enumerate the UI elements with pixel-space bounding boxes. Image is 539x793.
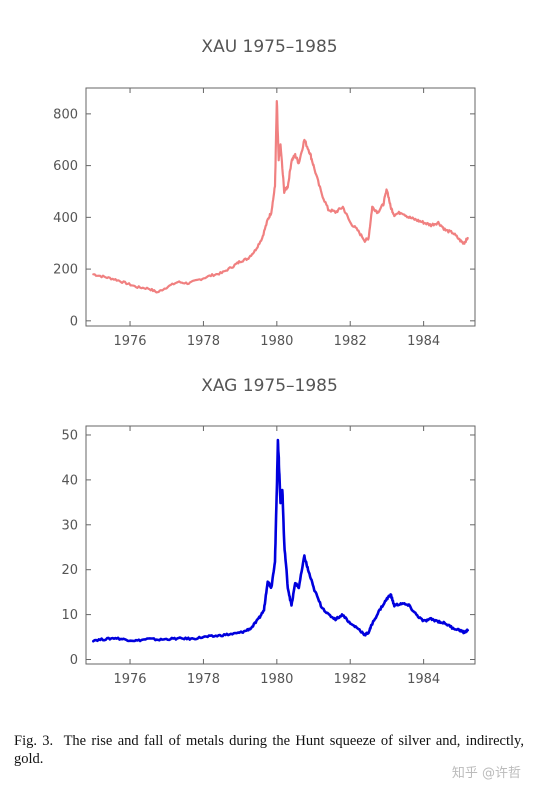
y-tick-label: 600 [53,159,78,174]
x-tick-label: 1982 [334,334,367,349]
x-tick-label: 1980 [260,672,293,687]
y-tick-label: 800 [53,107,78,122]
x-tick-label: 1976 [113,334,146,349]
x-tick-label: 1976 [113,672,146,687]
chart-title-xag: XAG 1975–1985 [201,376,338,396]
xau-chart: 1976 1978 1980 1982 1984 0 200 400 600 800 [53,87,476,349]
figure-caption-text: The rise and fall of metals during the H… [14,733,524,767]
y-tick-label: 40 [61,473,78,488]
plot-frame [85,425,476,665]
y-tick-label: 400 [53,211,78,226]
x-tick-label: 1984 [407,334,440,349]
watermark: 知乎 @许哲 [451,766,521,781]
figure-label: Fig. 3. [14,733,54,749]
x-tick-label: 1980 [260,334,293,349]
x-tick-label: 1978 [187,672,220,687]
plot-frame [85,87,476,327]
y-tick-label: 0 [70,653,78,668]
x-tick-label: 1984 [407,672,440,687]
y-tick-label: 20 [61,563,78,578]
chart-title-xau: XAU 1975–1985 [201,37,338,57]
y-tick-label: 30 [61,518,78,533]
xag-price-line [92,438,470,643]
x-tick-label: 1978 [187,334,220,349]
y-tick-label: 200 [53,263,78,278]
y-tick-label: 10 [61,608,78,623]
y-tick-label: 50 [61,428,78,443]
figure-caption: Fig. 3. The rise and fall of metals duri… [14,732,524,768]
xau-price-line [92,99,469,294]
y-tick-label: 0 [70,314,78,329]
x-tick-label: 1982 [334,672,367,687]
xag-chart: 1976 1978 1980 1982 1984 0 10 20 30 40 50 [61,425,476,687]
